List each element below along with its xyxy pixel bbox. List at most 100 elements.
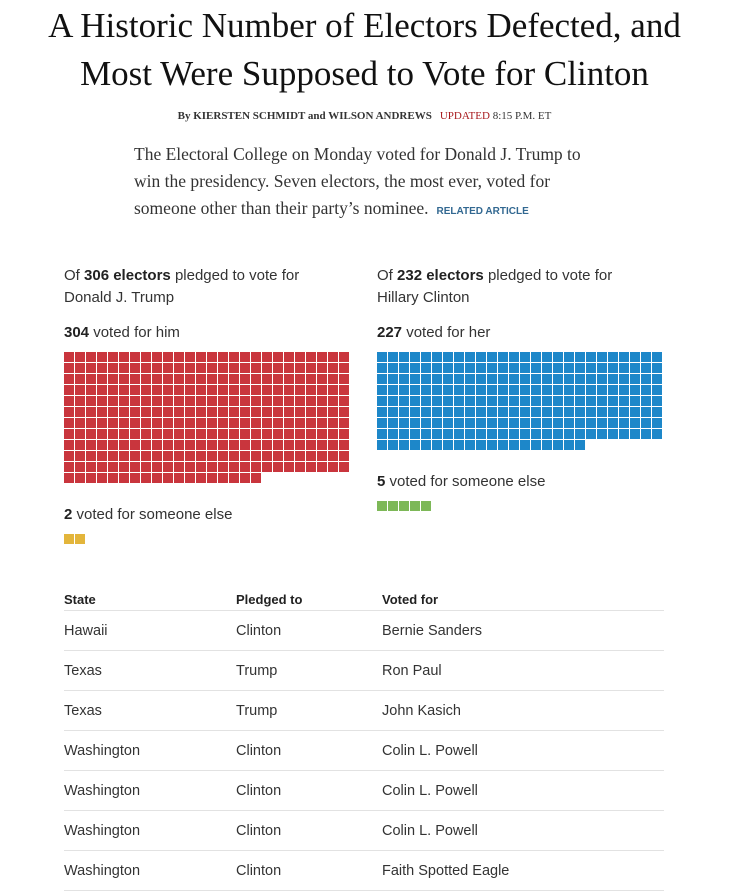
waffle-square [64,418,74,428]
waffle-square [119,374,129,384]
waffle-square [317,407,327,417]
waffle-square [229,462,239,472]
other-count: 5 [377,473,386,490]
waffle-square [454,363,464,373]
waffle-square [229,352,239,362]
waffle-square [377,363,387,373]
waffle-square [196,473,206,483]
waffle-square [284,352,294,362]
waffle-square [421,407,431,417]
waffle-square [553,429,563,439]
waffle-square [251,451,261,461]
waffle-square [487,385,497,395]
waffle-square [339,440,349,450]
waffle-square [586,418,596,428]
waffle-square [575,374,585,384]
waffle-square [476,374,486,384]
waffle-square [388,429,398,439]
waffle-square [410,396,420,406]
waffle-square [251,396,261,406]
waffle-square [108,418,118,428]
waffle-square [97,385,107,395]
table: State Pledged to Voted for Hawaii Clinton Be… [64,588,664,891]
voted-label: 304 voted for him [64,324,180,341]
waffle-square [251,440,261,450]
headline: A Historic Number of Electors Defected, … [0,2,729,98]
waffle-square [97,363,107,373]
waffle-square [152,352,162,362]
related-link[interactable]: RELATED ARTICLE [436,206,529,217]
waffle-square [432,429,442,439]
waffle-square [443,374,453,384]
waffle-square [328,418,338,428]
waffle-square [531,352,541,362]
waffle-square [152,407,162,417]
waffle-square [476,407,486,417]
waffle-square [262,440,272,450]
waffle-square [97,451,107,461]
waffle-square [207,352,217,362]
waffle-square [207,385,217,395]
waffle-square [262,352,272,362]
waffle-square [295,429,305,439]
waffle-square [86,352,96,362]
waffle-square [509,396,519,406]
waffle-square [388,440,398,450]
waffle-square [141,385,151,395]
waffle-square [575,407,585,417]
waffle-square [317,352,327,362]
waffle-square [130,385,140,395]
waffle-square [575,429,585,439]
waffle-square [163,374,173,384]
waffle-square [86,429,96,439]
waffle-square [86,462,96,472]
waffle-square [586,429,596,439]
waffle-square [553,418,563,428]
waffle-square [306,385,316,395]
waffle-square [641,352,651,362]
waffle-square [399,418,409,428]
waffle-square [306,462,316,472]
waffle-square [229,385,239,395]
table-cell: Colin L. Powell [382,730,664,771]
waffle-square [432,396,442,406]
waffle-square [339,385,349,395]
waffle-square [597,396,607,406]
waffle-square [454,429,464,439]
waffle-square [377,418,387,428]
waffle-square [163,429,173,439]
waffle-square [531,407,541,417]
waffle-square [328,396,338,406]
waffle-square [317,429,327,439]
column-header: Voted for [382,588,664,611]
waffle-square [421,396,431,406]
waffle-square [476,418,486,428]
pledged-count: 306 [84,267,110,284]
waffle-square [498,385,508,395]
waffle-square [141,352,151,362]
waffle-square [174,352,184,362]
waffle-square [295,418,305,428]
waffle-square [652,363,662,373]
headline-line: Most Were Supposed to Vote for Clinton [80,54,649,93]
waffle-square [207,374,217,384]
table-row: Texas Trump Ron Paul [64,650,664,691]
waffle-square [443,418,453,428]
waffle-square [641,396,651,406]
waffle-square [465,396,475,406]
waffle-square [284,407,294,417]
waffle-square [498,374,508,384]
waffle-square [284,363,294,373]
waffle-square [399,374,409,384]
waffle-square [328,385,338,395]
waffle-square [465,363,475,373]
waffle-square [229,374,239,384]
waffle-square [130,396,140,406]
waffle-square [339,396,349,406]
waffle-square [163,385,173,395]
waffle-square [619,352,629,362]
waffle-square [174,363,184,373]
waffle-square [130,440,140,450]
waffle-square [339,363,349,373]
waffle-square [652,374,662,384]
